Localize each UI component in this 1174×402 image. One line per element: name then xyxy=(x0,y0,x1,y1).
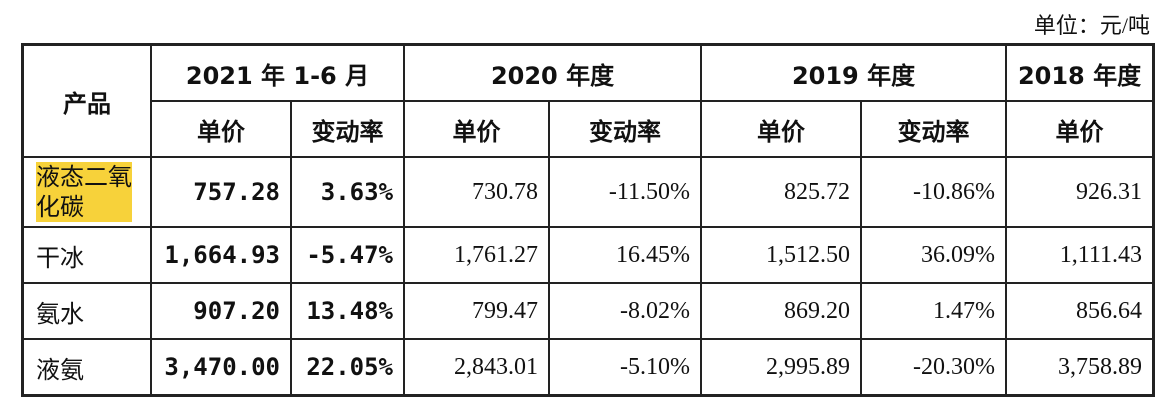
value-cell: 3,470.00 xyxy=(150,338,292,396)
unit-label: 单位：元/吨 xyxy=(1033,13,1150,38)
value-cell: -5.10% xyxy=(548,338,703,396)
subheader: 变动率 xyxy=(860,100,1008,158)
data-row: 氨水 907.20 13.48% 799.47 -8.02% 869.20 1.47% 856… xyxy=(22,282,1155,340)
value-cell: 36.09% xyxy=(860,226,1008,284)
value-cell: 907.20 xyxy=(150,282,292,340)
value-cell: 799.47 xyxy=(403,282,551,340)
value-cell: -5.47% xyxy=(289,226,406,284)
header-group: 产品 xyxy=(22,44,152,158)
data-row: 液氨 3,470.00 22.05% 2,843.01 -5.10% 2,995.89 -2… xyxy=(22,338,1155,396)
subheader: 单价 xyxy=(150,100,292,158)
product-name: 液态二氧化碳 xyxy=(36,162,132,222)
subheader: 单价 xyxy=(403,100,551,158)
header-group: 2020 年度 xyxy=(403,44,703,102)
data-row: 干冰 1,664.93 -5.47% 1,761.27 16.45% 1,512.50 36… xyxy=(22,226,1155,284)
value-cell: 926.31 xyxy=(1005,156,1155,228)
value-cell: 3,758.89 xyxy=(1005,338,1155,396)
product-name: 干冰 xyxy=(36,243,84,272)
value-cell: 22.05% xyxy=(289,338,406,396)
value-cell: 1,664.93 xyxy=(150,226,292,284)
price-table: 产品 2021 年 1-6 月 2020 年度 2019 年度 2018 年度 单价 变动率… xyxy=(20,43,1156,397)
product-cell: 液态二氧化碳 xyxy=(22,156,152,228)
header-group: 2021 年 1-6 月 xyxy=(149,44,406,102)
product-cell: 液氨 xyxy=(22,338,152,396)
product-cell: 干冰 xyxy=(22,226,152,284)
value-cell: 757.28 xyxy=(150,156,292,228)
subheader: 单价 xyxy=(700,100,863,158)
subheader: 变动率 xyxy=(289,100,406,158)
value-cell: 1,761.27 xyxy=(403,226,551,284)
value-cell: 2,995.89 xyxy=(700,338,863,396)
value-cell: -11.50% xyxy=(548,156,703,228)
value-cell: 730.78 xyxy=(403,156,551,228)
header-row: 产品 2021 年 1-6 月 2020 年度 2019 年度 2018 年度 xyxy=(22,44,1155,158)
subheader-row: 单价 变动率 单价 变动率 单价 变动率 单价 xyxy=(23,100,1155,158)
product-cell: 氨水 xyxy=(22,282,152,340)
data-row: 液态二氧化碳 757.28 3.63% 730.78 -11.50% 825.72 -10.… xyxy=(22,156,1155,228)
subheader: 单价 xyxy=(1005,100,1155,158)
value-cell: -10.86% xyxy=(860,156,1008,228)
value-cell: -8.02% xyxy=(548,282,703,340)
header-group: 2018 年度 xyxy=(1005,44,1155,102)
value-cell: 1,111.43 xyxy=(1005,226,1155,284)
value-cell: 825.72 xyxy=(700,156,863,228)
value-cell: 869.20 xyxy=(700,282,863,340)
value-cell: -20.30% xyxy=(860,338,1008,396)
product-name: 氨水 xyxy=(36,299,84,328)
value-cell: 856.64 xyxy=(1005,282,1155,340)
value-cell: 1,512.50 xyxy=(700,226,863,284)
value-cell: 13.48% xyxy=(289,282,406,340)
product-name: 液氨 xyxy=(36,355,84,384)
value-cell: 3.63% xyxy=(289,156,406,228)
table-body: 产品 2021 年 1-6 月 2020 年度 2019 年度 2018 年度 单价 变动率… xyxy=(22,44,1155,396)
value-cell: 2,843.01 xyxy=(403,338,551,396)
value-cell: 16.45% xyxy=(548,226,703,284)
value-cell: 1.47% xyxy=(860,282,1008,340)
header-group: 2019 年度 xyxy=(700,44,1008,102)
subheader: 变动率 xyxy=(548,100,703,158)
